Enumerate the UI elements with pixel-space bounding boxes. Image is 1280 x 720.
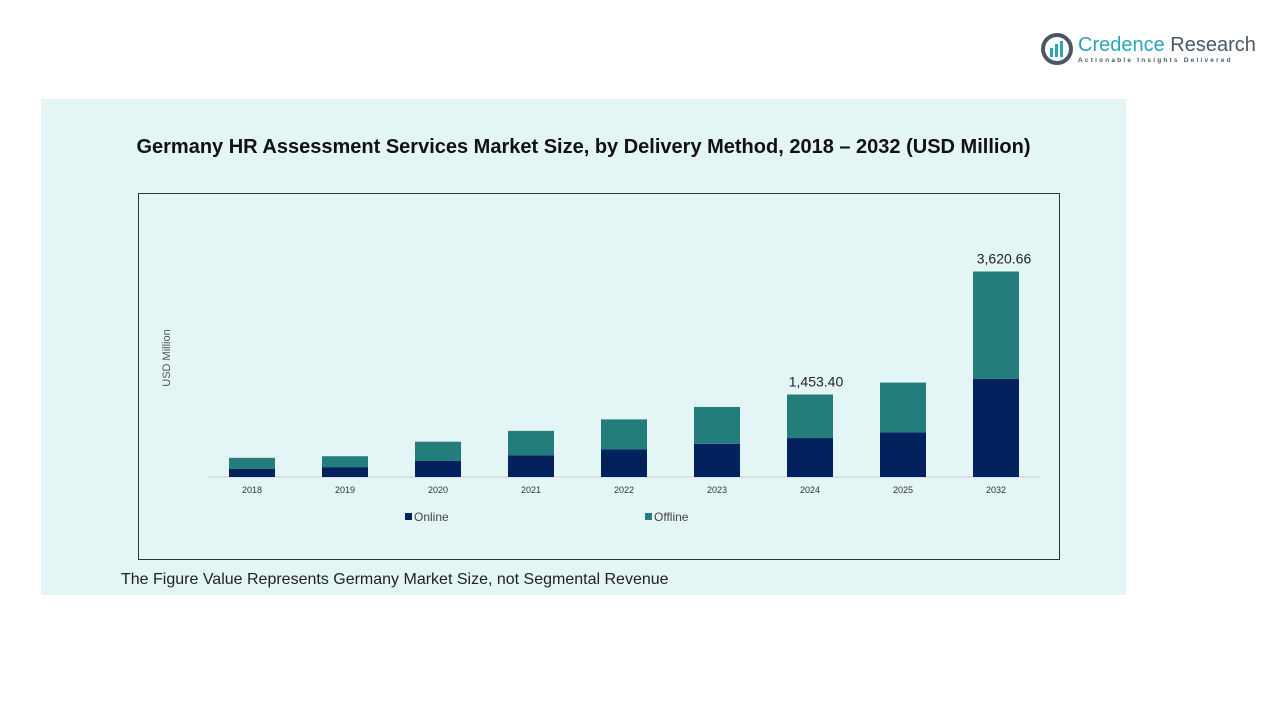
chart-panel (41, 99, 1126, 595)
bar-online-2024 (787, 438, 833, 477)
brand-credence: Credence (1078, 34, 1165, 56)
x-tick-label: 2019 (335, 485, 355, 495)
bar-offline-2019 (322, 456, 368, 468)
bar-online-2019 (322, 467, 368, 477)
bar-offline-2023 (694, 406, 740, 444)
bar-offline-2024 (787, 394, 833, 439)
bar-online-2023 (694, 443, 740, 477)
bar-online-2025 (880, 432, 926, 477)
x-tick-label: 2032 (986, 485, 1006, 495)
bar-online-2032 (973, 378, 1019, 477)
chart-frame (138, 193, 1060, 560)
logo-tagline: Actionable Insights Delivered (1078, 57, 1233, 64)
legend-label-online: Online (414, 510, 449, 524)
x-tick-label: 2022 (614, 485, 634, 495)
bar-offline-2022 (601, 419, 647, 450)
x-tick-label: 2020 (428, 485, 448, 495)
x-tick-label: 2018 (242, 485, 262, 495)
legend-swatch-offline (645, 513, 652, 520)
logo: Credence Research Actionable Insights De… (1040, 32, 1256, 66)
logo-icon (1041, 33, 1073, 65)
x-tick-label: 2025 (893, 485, 913, 495)
brand-research: Research (1170, 34, 1256, 56)
x-tick-label: 2024 (800, 485, 820, 495)
x-tick-label: 2023 (707, 485, 727, 495)
bar-offline-2025 (880, 382, 926, 433)
legend-swatch-online (405, 513, 412, 520)
y-axis-label: USD Million (161, 329, 173, 386)
x-tick-label: 2021 (521, 485, 541, 495)
footnote: The Figure Value Represents Germany Mark… (121, 571, 669, 588)
bar-offline-2018 (229, 457, 275, 469)
bar-online-2022 (601, 449, 647, 477)
data-label-2024: 1,453.40 (789, 374, 844, 390)
bar-offline-2032 (973, 271, 1019, 379)
bar-online-2021 (508, 455, 554, 477)
data-label-2032: 3,620.66 (977, 251, 1032, 267)
bar-offline-2020 (415, 441, 461, 461)
bar-online-2020 (415, 460, 461, 477)
legend-label-offline: Offline (654, 510, 689, 524)
chart-title: Germany HR Assessment Services Market Si… (136, 136, 1031, 158)
bar-online-2018 (229, 468, 275, 477)
bar-offline-2021 (508, 430, 554, 456)
